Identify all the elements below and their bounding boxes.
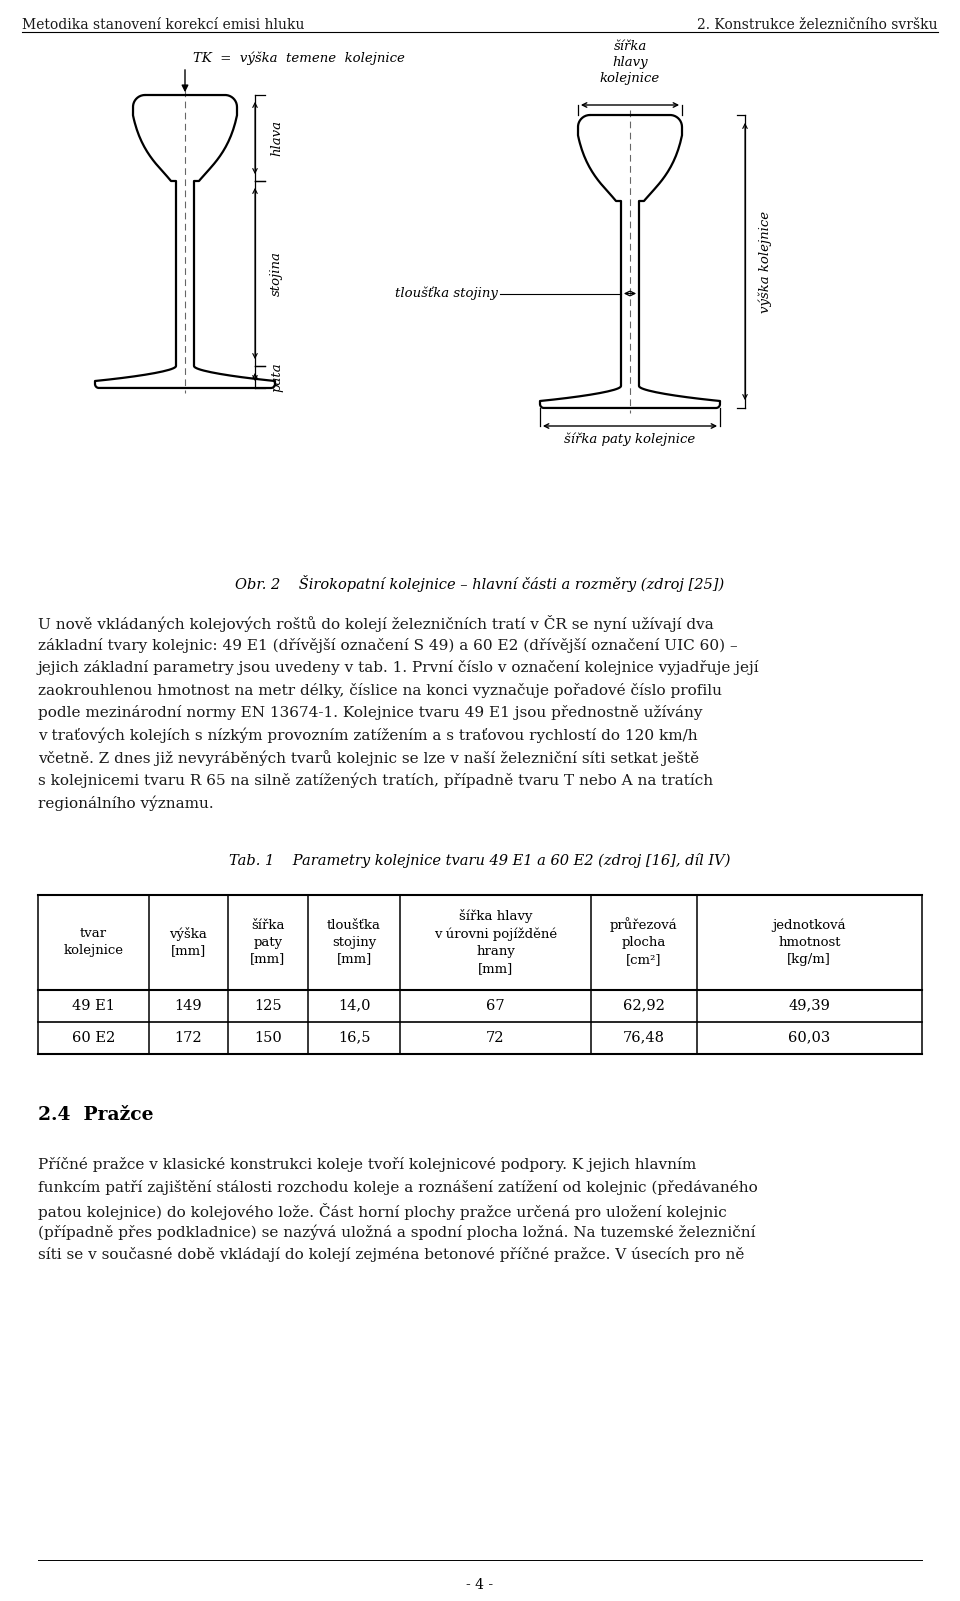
Text: s kolejnicemi tvaru R 65 na silně zatížených tratích, případně tvaru T nebo A na: s kolejnicemi tvaru R 65 na silně zatíže… bbox=[38, 773, 713, 788]
Text: funkcím patří zajištění stálosti rozchodu koleje a roznášení zatížení od kolejni: funkcím patří zajištění stálosti rozchod… bbox=[38, 1180, 757, 1194]
Text: průřezová
plocha
[cm²]: průřezová plocha [cm²] bbox=[610, 917, 678, 967]
Text: TK  =  výška  temene  kolejnice: TK = výška temene kolejnice bbox=[193, 51, 405, 66]
Text: 2.4  Pražce: 2.4 Pražce bbox=[38, 1106, 154, 1124]
Text: jejich základní parametry jsou uvedeny v tab. 1. První číslo v označení kolejnic: jejich základní parametry jsou uvedeny v… bbox=[38, 660, 759, 676]
Text: U nově vkládaných kolejových roštů do kolejí železničních tratí v ČR se nyní uží: U nově vkládaných kolejových roštů do ko… bbox=[38, 615, 713, 632]
Text: regionálního významu.: regionálního významu. bbox=[38, 796, 214, 810]
Text: 72: 72 bbox=[486, 1031, 505, 1044]
Text: výška
[mm]: výška [mm] bbox=[169, 927, 207, 957]
Text: 60,03: 60,03 bbox=[788, 1031, 830, 1044]
Text: Obr. 2    Širokopatní kolejnice – hlavní části a rozměry (zdroj [25]): Obr. 2 Širokopatní kolejnice – hlavní čá… bbox=[235, 575, 725, 592]
Text: 62,92: 62,92 bbox=[623, 999, 664, 1012]
Text: šířka paty kolejnice: šířka paty kolejnice bbox=[564, 432, 696, 445]
Text: tloušťka stojiny: tloušťka stojiny bbox=[396, 287, 498, 301]
Text: 16,5: 16,5 bbox=[338, 1031, 371, 1044]
Text: šířka hlavy
v úrovni pojížděné
hrany
[mm]: šířka hlavy v úrovni pojížděné hrany [mm… bbox=[434, 909, 557, 975]
Text: základní tvary kolejnic: 49 E1 (dřívější označení S 49) a 60 E2 (dřívější označe: základní tvary kolejnic: 49 E1 (dřívější… bbox=[38, 637, 737, 653]
Text: šířka
hlavy
kolejnice: šířka hlavy kolejnice bbox=[600, 40, 660, 85]
Text: stojina: stojina bbox=[270, 251, 283, 296]
Text: síti se v současné době vkládají do kolejí zejména betonové příčné pražce. V úse: síti se v současné době vkládají do kole… bbox=[38, 1247, 744, 1263]
Text: patou kolejnice) do kolejového lože. Část horní plochy pražce určená pro uložení: patou kolejnice) do kolejového lože. Čás… bbox=[38, 1202, 727, 1220]
Text: (případně přes podkladnice) se nazývá uložná a spodní plocha ložná. Na tuzemské : (případně přes podkladnice) se nazývá ul… bbox=[38, 1225, 756, 1241]
Text: v traťových kolejích s nízkým provozním zatížením a s traťovou rychlostí do 120 : v traťových kolejích s nízkým provozním … bbox=[38, 727, 698, 743]
Text: tvar
kolejnice: tvar kolejnice bbox=[63, 927, 123, 957]
Text: včetně. Z dnes již nevyráběných tvarů kolejnic se lze v naší železniční síti set: včetně. Z dnes již nevyráběných tvarů ko… bbox=[38, 749, 699, 765]
Text: 172: 172 bbox=[175, 1031, 203, 1044]
Text: 67: 67 bbox=[486, 999, 505, 1012]
Text: 76,48: 76,48 bbox=[622, 1031, 664, 1044]
Text: výška kolejnice: výška kolejnice bbox=[759, 210, 773, 312]
Text: 14,0: 14,0 bbox=[338, 999, 371, 1012]
Text: šířka
paty
[mm]: šířka paty [mm] bbox=[251, 919, 285, 965]
Text: zaokrouhlenou hmotnost na metr délky, číslice na konci vyznačuje pořadové číslo : zaokrouhlenou hmotnost na metr délky, čí… bbox=[38, 682, 722, 698]
Text: podle mezinárodní normy EN 13674-1. Kolejnice tvaru 49 E1 jsou přednostně užíván: podle mezinárodní normy EN 13674-1. Kole… bbox=[38, 704, 703, 720]
Text: - 4 -: - 4 - bbox=[467, 1579, 493, 1591]
Text: 49,39: 49,39 bbox=[788, 999, 830, 1012]
Text: pata: pata bbox=[270, 362, 283, 392]
Text: Metodika stanovení korekcí emisi hluku: Metodika stanovení korekcí emisi hluku bbox=[22, 18, 304, 32]
Text: 49 E1: 49 E1 bbox=[72, 999, 114, 1012]
Text: tloušťka
stojiny
[mm]: tloušťka stojiny [mm] bbox=[327, 919, 381, 965]
Text: jednotková
hmotnost
[kg/m]: jednotková hmotnost [kg/m] bbox=[773, 919, 846, 965]
Text: 60 E2: 60 E2 bbox=[72, 1031, 115, 1044]
Text: Příčné pražce v klasické konstrukci koleje tvoří kolejnicové podpory. K jejich h: Příčné pražce v klasické konstrukci kole… bbox=[38, 1158, 696, 1172]
Text: 2. Konstrukce železničního svršku: 2. Konstrukce železničního svršku bbox=[697, 18, 938, 32]
Text: Tab. 1    Parametry kolejnice tvaru 49 E1 a 60 E2 (zdroj [16], díl IV): Tab. 1 Parametry kolejnice tvaru 49 E1 a… bbox=[229, 852, 731, 868]
Text: 150: 150 bbox=[254, 1031, 281, 1044]
Text: hlava: hlava bbox=[270, 120, 283, 155]
Text: 149: 149 bbox=[175, 999, 203, 1012]
Text: 125: 125 bbox=[254, 999, 281, 1012]
